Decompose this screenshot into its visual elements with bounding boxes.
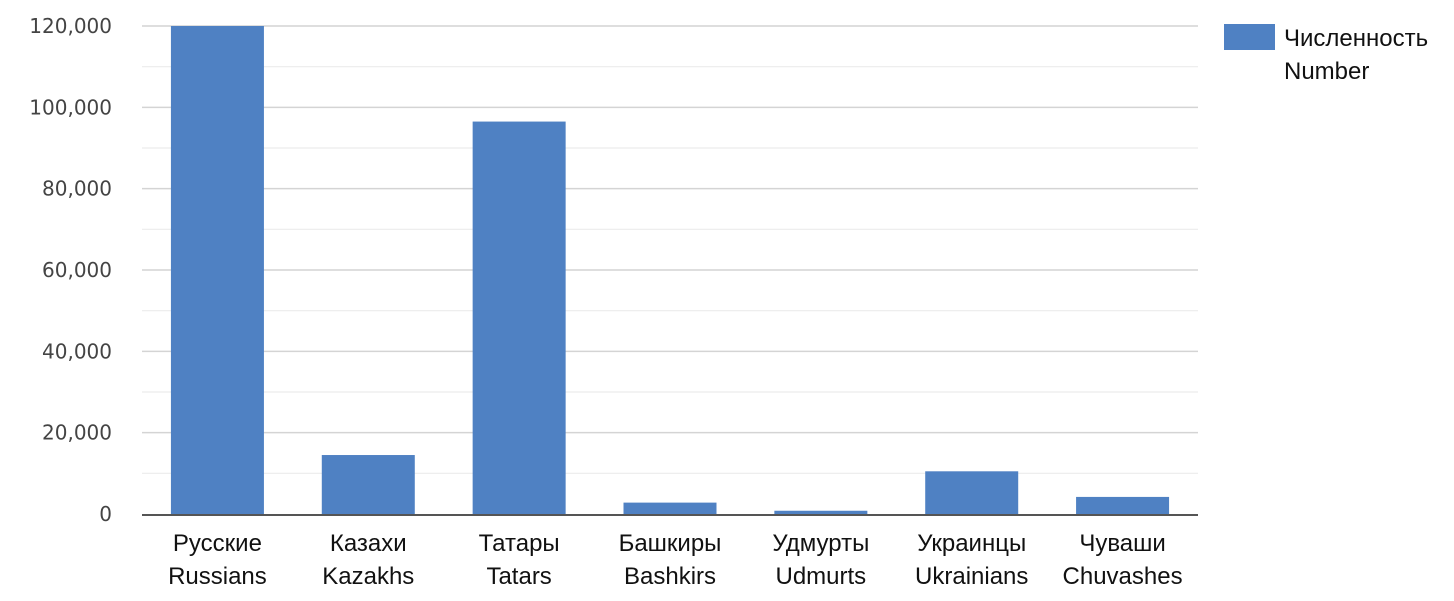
bar-udmurts [774, 510, 868, 514]
category-label-ru: Чуваши [1079, 530, 1165, 557]
category-label-ru: Удмурты [772, 530, 869, 557]
y-tick-label: 40,000 [42, 339, 112, 363]
legend-label-line-2: Number [1284, 58, 1369, 85]
y-tick-label: 0 [99, 502, 112, 526]
bar-chuvashes [1076, 496, 1170, 514]
y-tick-label: 60,000 [42, 258, 112, 282]
category-label: Русские Russians [168, 530, 267, 590]
category-label-ru: Башкиры [619, 530, 722, 557]
bar-bashkirs [623, 502, 717, 514]
category-label-en: Udmurts [776, 563, 867, 590]
category-label-en: Ukrainians [915, 563, 1028, 590]
legend-label: Численность Number [1284, 25, 1435, 85]
category-label: Чуваши Chuvashes [1063, 530, 1183, 590]
bars [170, 26, 1170, 515]
legend: Численность Number [1224, 24, 1435, 85]
category-label-ru: Украинцы [917, 530, 1026, 557]
category-label: Казахи Kazakhs [322, 530, 414, 590]
category-label: Башкиры Bashkirs [619, 530, 722, 590]
y-axis-ticks: 0 20,000 40,000 60,000 80,000 100,000 120,000 [29, 14, 112, 526]
category-label-en: Tatars [486, 563, 551, 590]
category-label-en: Russians [168, 563, 267, 590]
x-axis-categories: Русские Russians Казахи Kazakhs Татары Tatars… [168, 530, 1183, 590]
gridlines [142, 25, 1198, 474]
category-label-en: Chuvashes [1063, 563, 1183, 590]
category-label-ru: Татары [479, 530, 560, 557]
category-label-ru: Казахи [330, 530, 407, 557]
y-tick-label: 100,000 [29, 95, 112, 119]
bar-kazakhs [321, 455, 415, 514]
category-label-en: Kazakhs [322, 563, 414, 590]
bar-tatars [472, 121, 566, 515]
y-tick-label: 120,000 [29, 14, 112, 38]
bar-ukrainians [925, 471, 1019, 514]
legend-label-line-1: Численность [1284, 25, 1428, 52]
category-label-ru: Русские [173, 530, 262, 557]
y-tick-label: 80,000 [42, 177, 112, 201]
legend-swatch [1224, 24, 1275, 50]
category-label-en: Bashkirs [624, 563, 716, 590]
category-label: Удмурты Udmurts [772, 530, 869, 590]
category-label: Украинцы Ukrainians [915, 530, 1028, 590]
category-label: Татары Tatars [479, 530, 560, 590]
bar-russians [170, 26, 264, 514]
y-tick-label: 20,000 [42, 421, 112, 445]
